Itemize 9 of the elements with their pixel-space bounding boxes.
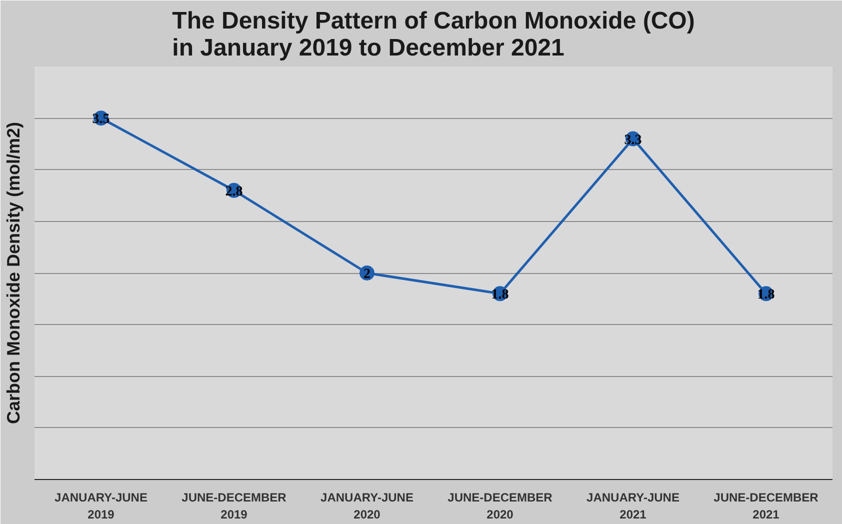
x-tick-label: JUNE-DECEMBER 2019 bbox=[182, 490, 287, 522]
x-tick-label: JUNE-DECEMBER 2020 bbox=[448, 490, 553, 522]
y-axis-title: Carbon Monoxide Density (mol/m2) bbox=[4, 122, 24, 424]
chart-title: The Density Pattern of Carbon Monoxide (CO) in January 2019 to December 2021 bbox=[172, 8, 695, 62]
x-tick-label: JUNE-DECEMBER 2021 bbox=[714, 490, 819, 522]
x-tick-label: JANUARY-JUNE 2019 bbox=[54, 490, 148, 522]
x-tick-label: JANUARY-JUNE 2020 bbox=[320, 490, 414, 522]
data-label: 2 bbox=[364, 267, 370, 282]
x-tick-label: JANUARY-JUNE 2021 bbox=[586, 490, 680, 522]
